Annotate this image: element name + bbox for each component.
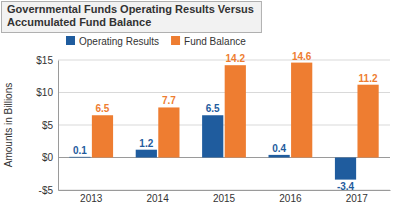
data-label: 14.6 bbox=[292, 51, 312, 62]
y-tick-label: $5 bbox=[42, 120, 54, 131]
data-label: 0.4 bbox=[272, 143, 286, 154]
x-tick: 2015 bbox=[213, 190, 236, 204]
x-tick-label: 2017 bbox=[346, 193, 369, 204]
bar bbox=[92, 115, 113, 157]
y-tick: $0 bbox=[42, 152, 58, 163]
bar bbox=[158, 107, 179, 157]
y-tick: $10 bbox=[36, 87, 58, 98]
legend: Operating Results Fund Balance bbox=[66, 36, 246, 47]
legend-swatch bbox=[66, 36, 75, 45]
bar bbox=[225, 65, 246, 157]
title-frame bbox=[2, 2, 262, 33]
title-box: Governmental Funds Operating Results Ver… bbox=[2, 2, 262, 33]
legend-label: Fund Balance bbox=[184, 36, 246, 47]
data-label: 14.2 bbox=[226, 53, 246, 64]
y-axis-line bbox=[58, 61, 59, 191]
y-tick-label: $10 bbox=[36, 87, 53, 98]
grid bbox=[58, 60, 390, 190]
x-tick: 2013 bbox=[80, 190, 103, 204]
grid-line bbox=[58, 60, 390, 61]
data-label: 6.5 bbox=[96, 103, 110, 114]
y-tick-label: $0 bbox=[42, 152, 54, 163]
data-label: 1.2 bbox=[139, 138, 153, 149]
x-tick-label: 2014 bbox=[146, 193, 169, 204]
data-label: 0.1 bbox=[73, 145, 87, 156]
bar bbox=[202, 115, 223, 157]
x-tick: 2017 bbox=[346, 190, 369, 204]
grid-line bbox=[58, 92, 390, 93]
chart: -$5 $0 $5 $10 $15 2013 2014 2015 2016 2017 Amounts… bbox=[0, 0, 396, 210]
data-label: 7.7 bbox=[162, 95, 176, 106]
y-tick: -$5 bbox=[39, 185, 58, 196]
legend-item: Fund Balance bbox=[171, 36, 246, 47]
bar bbox=[291, 63, 312, 158]
x-axis: 2013 2014 2015 2016 2017 bbox=[59, 190, 391, 204]
bar bbox=[69, 156, 90, 158]
bar bbox=[335, 158, 356, 180]
data-label: 6.5 bbox=[206, 103, 220, 114]
x-tick: 2014 bbox=[146, 190, 169, 204]
x-tick-label: 2015 bbox=[213, 193, 236, 204]
x-tick-label: 2016 bbox=[279, 193, 302, 204]
y-tick: $5 bbox=[42, 120, 58, 131]
y-axis: -$5 $0 $5 $10 $15 bbox=[36, 55, 58, 196]
x-tick: 2016 bbox=[279, 190, 302, 204]
legend-item: Operating Results bbox=[66, 36, 159, 47]
bar bbox=[136, 150, 157, 158]
y-axis-title: Amounts in Billions bbox=[3, 83, 14, 167]
data-label: 11.2 bbox=[359, 73, 378, 84]
y-tick-label: -$5 bbox=[39, 185, 54, 196]
data-label: -3.4 bbox=[337, 181, 355, 192]
y-tick-label: $15 bbox=[36, 55, 53, 66]
title: Governmental Funds Operating Results Ver… bbox=[7, 3, 254, 28]
legend-swatch bbox=[171, 36, 180, 45]
bar bbox=[357, 85, 378, 158]
bars bbox=[69, 63, 378, 180]
data-labels: 0.1 1.2 6.5 0.4 -3.4 6.5 7.7 14.2 14.6 11.2 bbox=[73, 51, 378, 192]
x-tick-label: 2013 bbox=[80, 193, 103, 204]
bar bbox=[269, 155, 290, 158]
y-tick: $15 bbox=[36, 55, 58, 66]
legend-label: Operating Results bbox=[79, 36, 159, 47]
